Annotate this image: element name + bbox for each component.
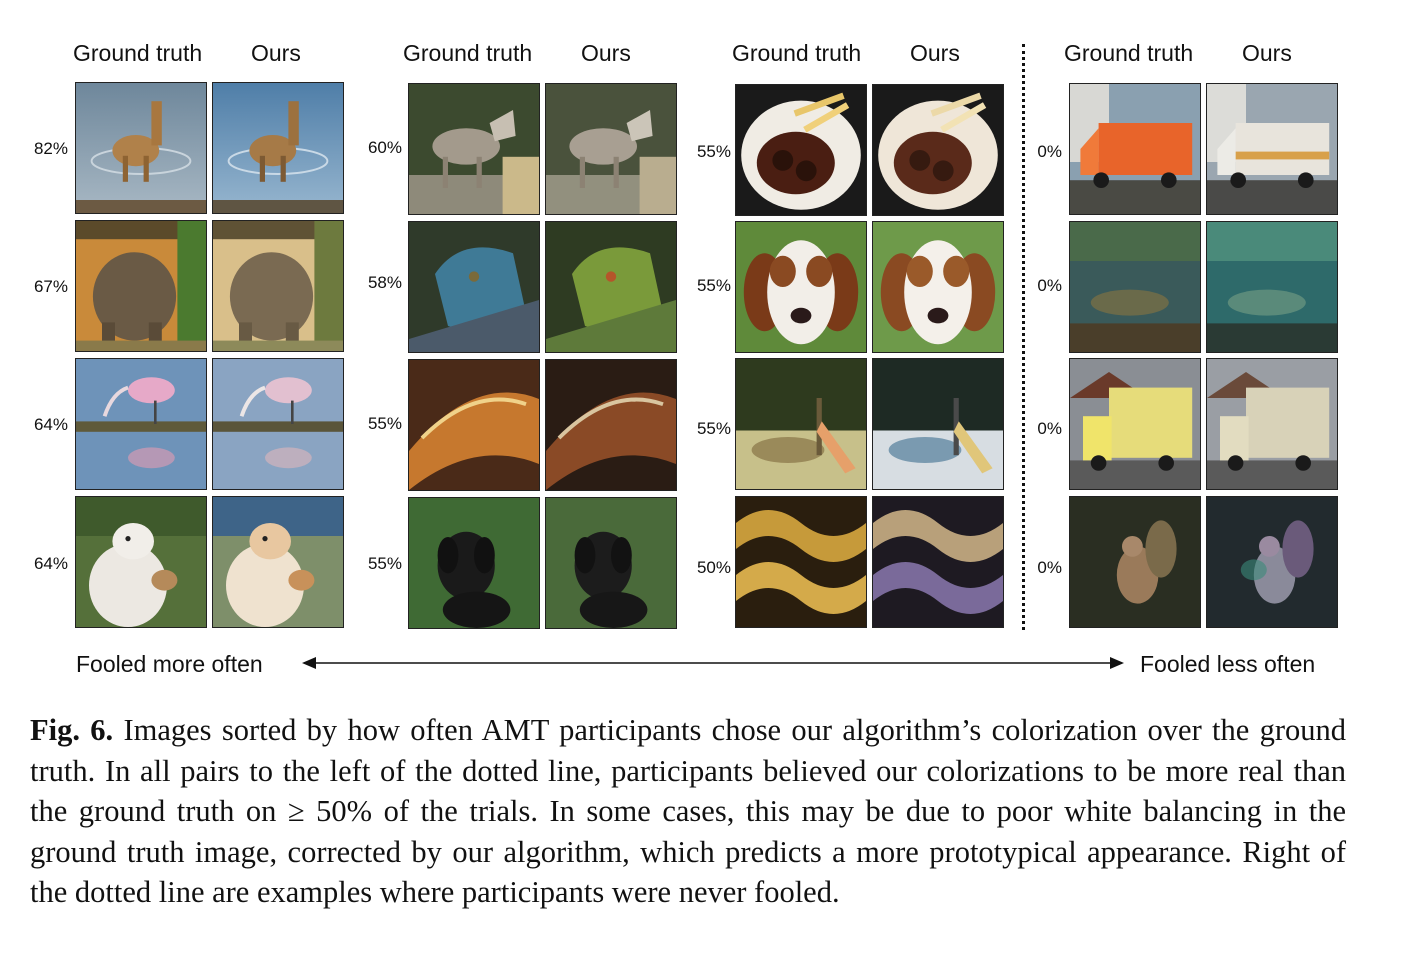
ground-truth-image-textured-surface (408, 359, 540, 491)
fooled-percent: 0% (1037, 558, 1062, 577)
ground-truth-image-van (1069, 83, 1201, 215)
fooled-percent: 55% (367, 554, 402, 573)
figure-label: Fig. 6. (30, 713, 114, 747)
ours-header: Ours (581, 40, 631, 66)
fooled-percent: 50% (696, 558, 731, 577)
ours-header: Ours (1242, 40, 1292, 66)
ours-image-textured-surface (545, 359, 677, 491)
ours-image-snake-skin (872, 496, 1004, 628)
ground-truth-image-squirrel (1069, 496, 1201, 628)
fooled-percent: 55% (696, 276, 731, 295)
fooled-percent: 82% (33, 139, 68, 158)
ground-truth-image-meatballs-fries (735, 84, 867, 216)
fooled-percent: 67% (33, 277, 68, 296)
ours-image-squirrel (1206, 496, 1338, 628)
figure-6: Ground truth Ours 82% 67% 64% 64% Ground… (33, 40, 1338, 677)
ours-image-spoonbill (212, 358, 344, 490)
ground-truth-image-snake-skin (735, 496, 867, 628)
fooled-percent: 55% (696, 419, 731, 438)
ground-truth-header: Ground truth (73, 40, 203, 66)
ours-image-garbage-truck (1206, 358, 1338, 490)
fooled-percent: 55% (367, 414, 402, 433)
ground-truth-image-elephant (75, 220, 207, 352)
fooled-percent: 60% (367, 138, 402, 157)
ground-truth-image-playground (735, 358, 867, 490)
ours-image-playground (872, 358, 1004, 490)
ours-image-elephant (212, 220, 344, 352)
ours-image-meatballs-fries (872, 84, 1004, 216)
ground-truth-image-lizard-tank (1069, 221, 1201, 353)
ours-image-dog-in-water (212, 82, 344, 214)
ours-image-spaniel (872, 221, 1004, 353)
ground-truth-image-chameleon (408, 221, 540, 353)
ours-header: Ours (251, 40, 301, 66)
ground-truth-image-black-puppy (408, 497, 540, 629)
ours-image-borzoi-dog (212, 496, 344, 628)
ours-image-black-puppy (545, 497, 677, 629)
fooled-percent: 0% (1037, 276, 1062, 295)
ours-image-van (1206, 83, 1338, 215)
ours-image-lizard-tank (1206, 221, 1338, 353)
ground-truth-header: Ground truth (403, 40, 533, 66)
ours-header: Ours (910, 40, 960, 66)
ground-truth-image-dog-in-water (75, 82, 207, 214)
ground-truth-header: Ground truth (732, 40, 862, 66)
axis-label-left: Fooled more often (76, 651, 263, 677)
ground-truth-image-wolf (408, 83, 540, 215)
ground-truth-header: Ground truth (1064, 40, 1194, 66)
fooled-percent: 64% (33, 415, 68, 434)
ground-truth-image-garbage-truck (1069, 358, 1201, 490)
fooled-percent: 55% (696, 142, 731, 161)
fooled-percent: 0% (1037, 142, 1062, 161)
ground-truth-image-spaniel (735, 221, 867, 353)
ours-image-wolf (545, 83, 677, 215)
ground-truth-image-spoonbill (75, 358, 207, 490)
ground-truth-image-borzoi-dog (75, 496, 207, 628)
caption-text: Images sorted by how often AMT participa… (30, 713, 1346, 909)
fooled-percent: 58% (367, 273, 402, 292)
dotted-divider-line (1022, 44, 1025, 630)
axis-label-right: Fooled less often (1140, 651, 1316, 677)
figure-caption: Fig. 6. Images sorted by how often AMT p… (30, 710, 1346, 913)
fooled-percent: 64% (33, 554, 68, 573)
ours-image-chameleon (545, 221, 677, 353)
fooled-percent: 0% (1037, 419, 1062, 438)
double-arrow-icon (302, 657, 1124, 669)
